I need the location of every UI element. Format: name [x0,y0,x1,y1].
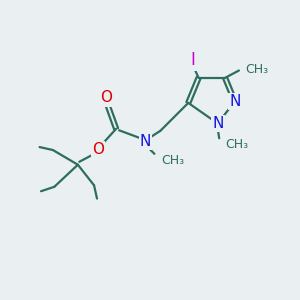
Text: CH₃: CH₃ [246,62,269,76]
Text: CH₃: CH₃ [161,154,184,167]
Text: N: N [229,94,241,109]
Text: CH₃: CH₃ [226,138,249,151]
Text: N: N [140,134,151,149]
Text: I: I [191,51,196,69]
Text: N: N [212,116,224,131]
Text: O: O [92,142,104,158]
Text: O: O [100,90,112,105]
